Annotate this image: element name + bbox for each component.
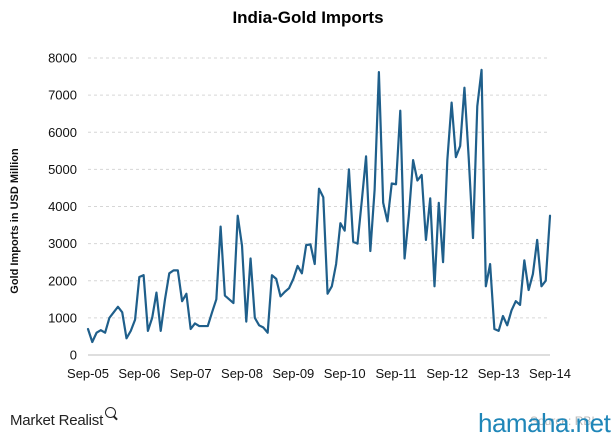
x-tick-label: Sep-11 xyxy=(376,366,417,381)
y-tick-label: 5000 xyxy=(48,162,77,177)
y-tick-label: 7000 xyxy=(48,88,77,103)
y-tick-label: 3000 xyxy=(48,236,77,251)
x-tick-label: Sep-07 xyxy=(170,366,212,381)
x-tick-label: Sep-08 xyxy=(221,366,263,381)
y-tick-label: 1000 xyxy=(48,310,77,325)
x-axis-ticks: Sep-05 Sep-06 Sep-07 Sep-08 Sep-09 Sep-10 Sep-… xyxy=(67,366,571,381)
y-tick-label: 6000 xyxy=(48,125,77,140)
x-tick-label: Sep-12 xyxy=(426,366,468,381)
x-tick-label: Sep-05 xyxy=(67,366,109,381)
x-tick-label: Sep-06 xyxy=(118,366,160,381)
watermark: hamaha.net xyxy=(478,408,611,438)
magnifier-icon xyxy=(105,407,117,418)
x-tick-label: Sep-13 xyxy=(478,366,520,381)
chart-title: India-Gold Imports xyxy=(232,8,384,27)
source-note: Source: RBI xyxy=(530,414,595,428)
y-axis-label: Gold Imports in USD Million xyxy=(9,148,21,294)
x-tick-label: Sep-10 xyxy=(324,366,366,381)
series-line xyxy=(86,68,552,344)
y-tick-label: 0 xyxy=(70,348,77,363)
y-tick-label: 4000 xyxy=(48,199,77,214)
y-tick-label: 8000 xyxy=(48,51,77,66)
x-tick-label: Sep-14 xyxy=(529,366,571,381)
y-tick-label: 2000 xyxy=(48,273,77,288)
brand-logo: Market Realist xyxy=(10,407,117,429)
brand-name: Market Realist xyxy=(10,412,104,429)
x-tick-label: Sep-09 xyxy=(272,366,314,381)
y-axis-ticks: 0 1000 2000 3000 4000 5000 6000 7000 8000 xyxy=(48,51,77,363)
series-layer xyxy=(86,68,552,344)
